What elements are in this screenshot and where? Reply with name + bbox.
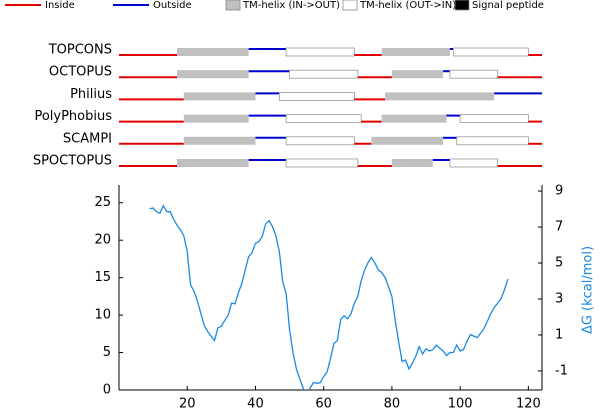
y-tick-label: 20 <box>94 233 111 248</box>
track-label: SPOCTOPUS <box>33 154 112 169</box>
y2-tick-label: 7 <box>555 220 563 235</box>
segment-box <box>176 159 249 167</box>
segment-box <box>381 114 447 123</box>
legend-label: Inside <box>45 0 75 11</box>
segment-box <box>391 159 433 167</box>
track-label: Philius <box>70 87 112 102</box>
segment-box <box>385 92 495 101</box>
y2-tick-label: 9 <box>555 184 563 199</box>
y2-tick-label: 5 <box>555 256 563 271</box>
legend-label: Signal peptide <box>472 0 544 11</box>
segment-box <box>285 47 355 57</box>
track-label: TOPCONS <box>48 43 112 58</box>
x-tick-label: 40 <box>247 397 264 412</box>
y2-tick-label: 3 <box>555 291 563 306</box>
legend-swatch <box>225 0 241 11</box>
profile-line <box>149 204 509 390</box>
segment-box <box>449 158 499 168</box>
x-tick-label: 60 <box>315 397 332 412</box>
y2-tick-label: -1 <box>555 363 568 378</box>
legend-swatch <box>342 0 358 11</box>
segment-box <box>285 114 362 123</box>
segment-box <box>449 69 499 79</box>
segment-box <box>459 114 529 123</box>
y-tick-label: 0 <box>103 383 111 398</box>
segment-box <box>285 158 359 168</box>
legend-label: TM-helix (OUT->IN) <box>359 0 456 11</box>
y-tick-label: 15 <box>94 270 111 285</box>
x-tick-label: 80 <box>384 397 401 412</box>
y2-axis-label: ΔG (kcal/mol) <box>581 246 596 334</box>
segment-box <box>371 136 444 145</box>
segment-box <box>381 48 450 56</box>
track-label: SCAMPI <box>63 131 112 146</box>
segment-box <box>289 69 359 79</box>
y-tick-label: 25 <box>94 195 111 210</box>
legend-label: Outside <box>153 0 192 11</box>
segment-box <box>183 136 256 145</box>
segment-box <box>452 47 529 57</box>
segment-box <box>183 92 256 101</box>
segment-box <box>285 136 355 146</box>
y-tick-label: 5 <box>103 345 111 360</box>
y-tick-label: 10 <box>94 308 111 323</box>
segment-box <box>391 70 444 79</box>
legend-label: TM-helix (IN->OUT) <box>242 0 340 11</box>
y2-tick-label: 1 <box>555 327 563 342</box>
legend-swatch <box>454 0 470 11</box>
segment-box <box>176 70 249 79</box>
segment-box <box>278 92 355 101</box>
x-tick-label: 20 <box>179 397 196 412</box>
segment-box <box>456 136 529 146</box>
track-label: OCTOPUS <box>49 65 112 80</box>
segment-box <box>183 114 249 123</box>
x-tick-label: 120 <box>516 397 541 412</box>
track-label: PolyPhobius <box>34 109 112 124</box>
x-tick-label: 100 <box>448 397 473 412</box>
segment-box <box>176 48 249 56</box>
